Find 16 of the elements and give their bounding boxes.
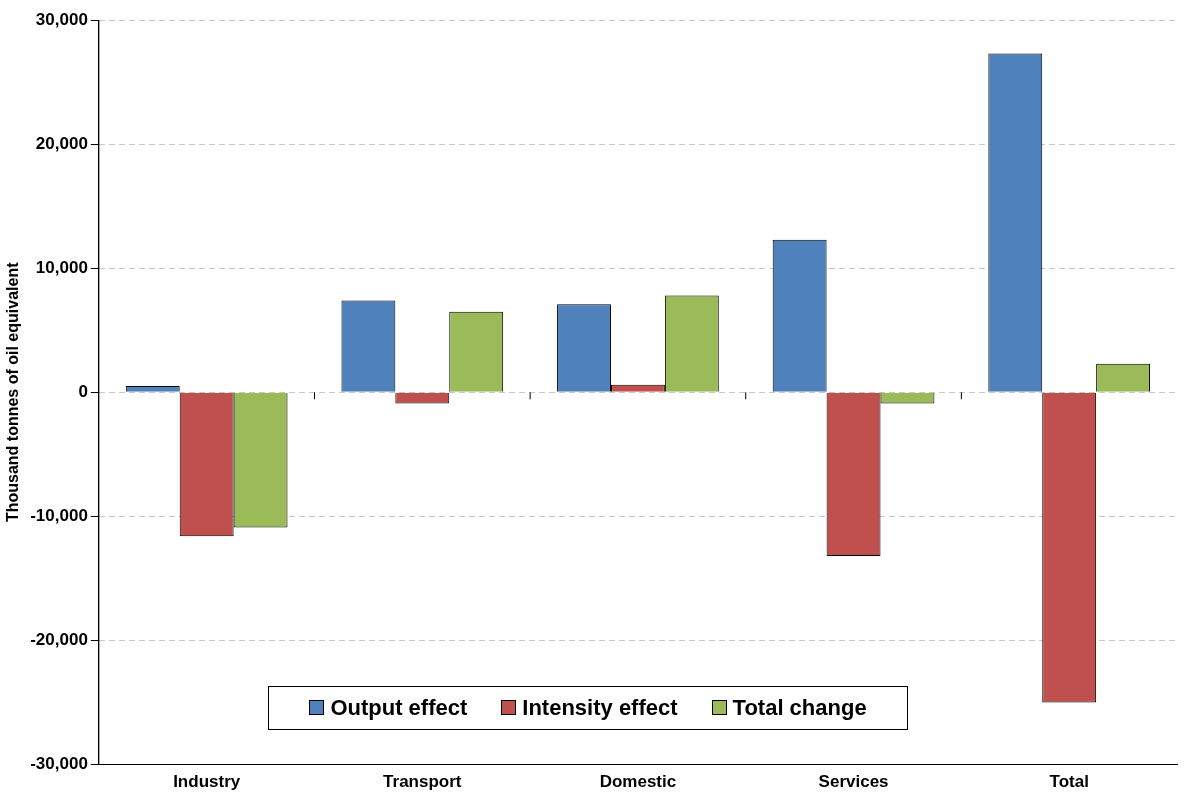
x-tick-label: Industry — [173, 772, 241, 792]
x-tick-label: Domestic — [599, 772, 677, 792]
y-tick-label: 0 — [78, 381, 88, 401]
legend-label: Total change — [732, 694, 867, 721]
x-tick-label: Transport — [383, 772, 462, 792]
y-axis-title: Thousand tonnes of oil equivalent — [4, 261, 22, 523]
y-tick-label: -30,000 — [30, 754, 88, 774]
y-tick-label: 30,000 — [35, 9, 88, 29]
x-tick-label: Services — [818, 772, 889, 792]
y-tick-label: 20,000 — [35, 133, 88, 153]
legend-label: Output effect — [330, 694, 468, 721]
legend-label: Intensity effect — [522, 694, 678, 721]
y-tick-label: 10,000 — [35, 257, 88, 277]
x-tick-label: Total — [1049, 772, 1089, 792]
y-tick-label: -20,000 — [30, 630, 88, 650]
y-tick-label: -10,000 — [30, 506, 88, 526]
